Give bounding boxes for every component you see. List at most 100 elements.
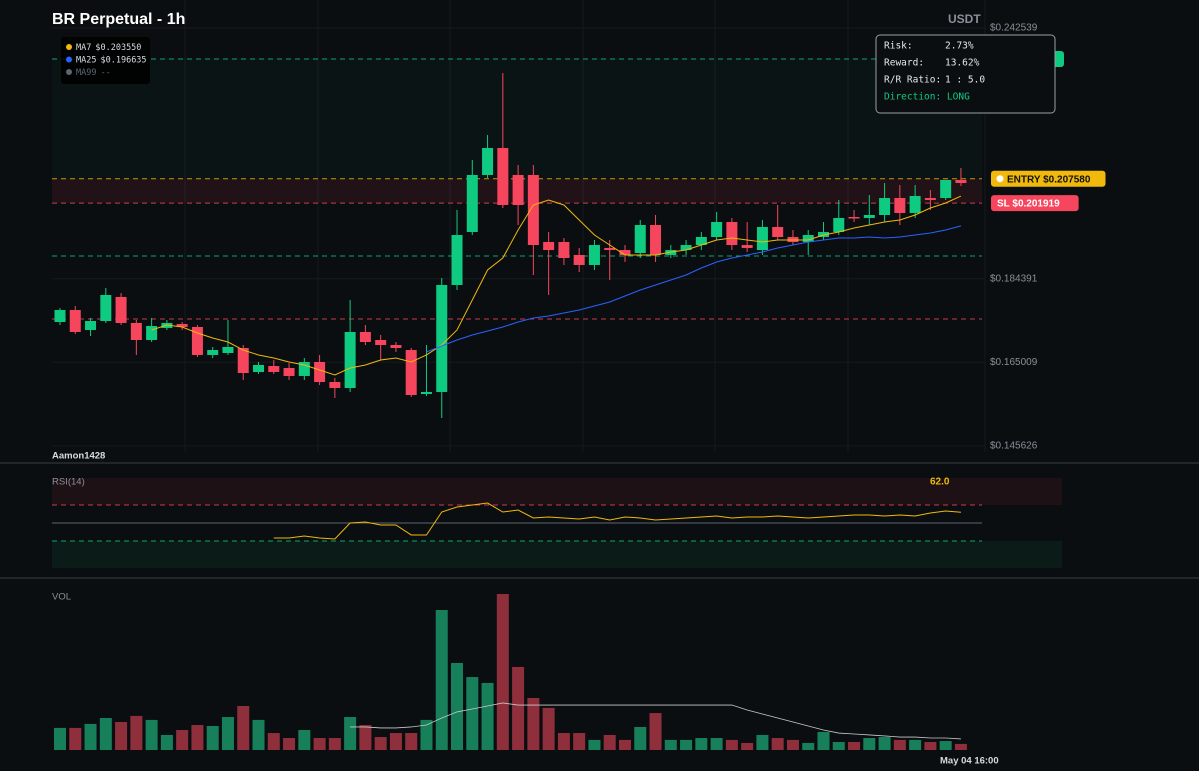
volume-bar [496, 594, 509, 750]
volume-bar [618, 739, 631, 750]
candle-body [482, 147, 494, 175]
level-tag-dot [996, 175, 1004, 183]
candle-body [54, 309, 66, 322]
volume-bar [954, 743, 967, 750]
volume-bar [145, 719, 158, 750]
candle-body [879, 198, 891, 216]
volume-bar [512, 666, 525, 750]
candle-body [848, 216, 860, 219]
volume-bar [909, 739, 922, 750]
legend-value: -- [100, 68, 110, 78]
candle-body [207, 350, 219, 355]
risk-label: R/R Ratio: [884, 75, 941, 86]
candle-body [909, 195, 921, 213]
volume-bar [344, 717, 357, 750]
candle-body [787, 236, 799, 242]
volume-bar [221, 717, 234, 750]
candle-body [924, 198, 936, 200]
candle-body [253, 364, 265, 373]
risk-value: 13.62% [945, 58, 980, 69]
candle-body [375, 340, 387, 346]
volume-bar [588, 739, 601, 750]
legend-value: $0.203550 [95, 43, 141, 53]
legend-dot [66, 69, 72, 75]
candle-body [420, 391, 432, 395]
candle-body [405, 350, 417, 395]
candle-body [634, 225, 646, 253]
candle-body [940, 179, 952, 199]
candle-body [527, 174, 539, 246]
volume-bar [420, 719, 433, 750]
ma-line [426, 225, 962, 353]
candle-body [955, 179, 967, 184]
volume-bar [267, 733, 280, 750]
volume-bar [603, 734, 616, 750]
legend-name: MA25 [76, 55, 96, 65]
volume-bar [84, 723, 97, 750]
candle-body [558, 241, 570, 258]
candle-body [191, 326, 203, 355]
volume-bar [695, 738, 708, 750]
level-tag [991, 195, 1079, 212]
candle-body [497, 147, 509, 205]
candle-body [802, 235, 814, 242]
candle-body [726, 221, 738, 246]
oversold-zone [52, 541, 1062, 568]
candle-body [100, 294, 112, 321]
volume-bar [130, 715, 143, 750]
candle-body [604, 247, 616, 251]
candle-body [130, 322, 142, 341]
candle-body [512, 174, 524, 205]
legend-dot [66, 56, 72, 63]
volume-bar [786, 739, 799, 750]
candle-body [329, 382, 341, 389]
level-tag-label: ENTRY $0.207580 [1007, 174, 1091, 185]
candle-body [85, 320, 97, 331]
risk-panel-box [875, 34, 1056, 114]
volume-ma-line [350, 702, 961, 740]
volume-bar [435, 610, 448, 750]
x-tick-label: May 04 16:00 [940, 756, 999, 767]
volume-bar [115, 722, 128, 750]
legend: MA7 $0.203550 MA25 $0.196635 MA99 -- [61, 37, 150, 84]
volume-bar [405, 733, 418, 750]
volume-bar [939, 741, 952, 750]
volume-bar [710, 738, 723, 750]
candle-body [390, 345, 402, 348]
candle-body [222, 346, 234, 353]
y-tick-label: $0.165009 [990, 357, 1038, 368]
volume-bar [54, 727, 66, 750]
legend-entry: MA25 $0.196635 [76, 55, 147, 65]
candle-body [283, 367, 295, 376]
candle-body [237, 347, 249, 374]
level-tag [991, 170, 1106, 187]
volume-bar [176, 730, 189, 750]
volume-bar [191, 725, 204, 750]
risk-label: Reward: [884, 58, 924, 69]
y-tick-label: $0.184391 [990, 273, 1038, 284]
candle-body [863, 215, 875, 218]
volume-bar [924, 742, 937, 750]
risk-panel: Risk: 2.73% Reward: 13.62% R/R Ratio: 1 : 5.0… [875, 34, 1056, 114]
legend-box [61, 37, 150, 84]
overbought-zone [52, 478, 1062, 505]
candle-body [466, 174, 478, 232]
risk-direction: Direction: LONG [884, 92, 970, 103]
volume-bar [893, 739, 906, 750]
legend-dot [66, 44, 72, 50]
risk-value: 1 : 5.0 [945, 75, 985, 86]
legend-name: MA99 [76, 68, 96, 78]
rsi-value: 62.0 [930, 477, 950, 488]
level-tag-label: SL $0.201919 [997, 199, 1060, 210]
candle-body [436, 284, 448, 392]
volume-bar [481, 682, 494, 750]
volume-bar [817, 731, 830, 750]
candle-body [619, 250, 631, 255]
volume-bar [664, 739, 677, 750]
ma-line [151, 195, 962, 376]
volume-bar [298, 730, 311, 750]
candle-body [680, 245, 692, 251]
legend-entry: MA99 -- [76, 68, 111, 78]
